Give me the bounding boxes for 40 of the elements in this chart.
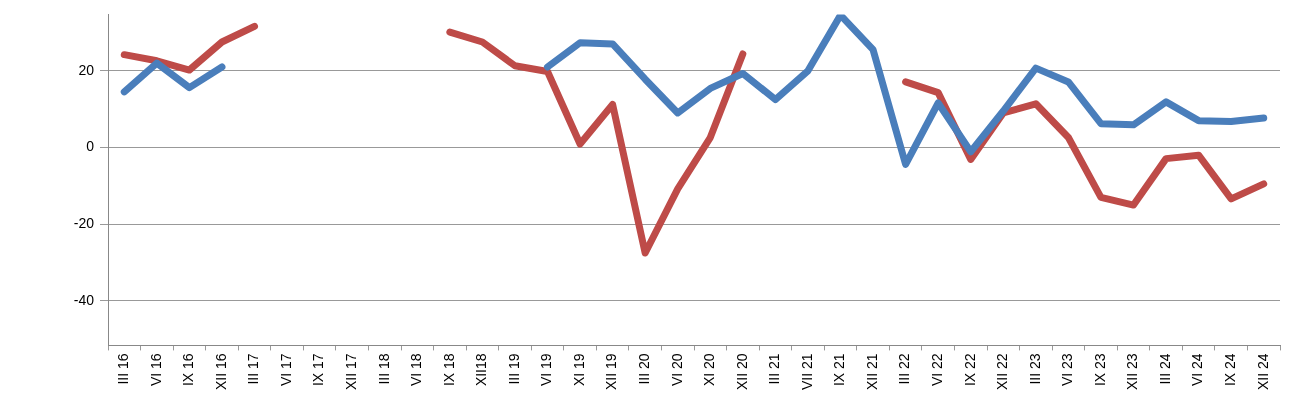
x-tick-label: III 18 xyxy=(375,353,392,385)
x-tick-label: III 17 xyxy=(245,353,262,385)
x-tick-label: III 20 xyxy=(636,353,653,385)
x-tick-label: IX 16 xyxy=(180,353,197,387)
x-tick-label: VI 17 xyxy=(277,353,294,387)
y-tick-label: 0 xyxy=(86,138,95,155)
x-tick-label: XII 16 xyxy=(212,353,229,391)
x-tick-label: XII 22 xyxy=(994,353,1011,391)
x-tick-label: III 16 xyxy=(115,353,132,385)
x-tick-label: III 24 xyxy=(1156,353,1173,385)
x-tick-label: VII 21 xyxy=(798,353,815,391)
x-tick-label: III 23 xyxy=(1026,353,1043,385)
x-tick-label: XII 23 xyxy=(1124,353,1141,391)
y-tick-label: -40 xyxy=(73,291,95,308)
x-tick-label: VI 23 xyxy=(1059,353,1076,387)
x-tick-label: IX 18 xyxy=(440,353,457,387)
x-tick-label: III 22 xyxy=(896,353,913,385)
x-tick-label: III 21 xyxy=(766,353,783,385)
x-tick-label: XI 20 xyxy=(701,353,718,387)
x-tick-label: VI 22 xyxy=(929,353,946,387)
x-tick-label: IX 17 xyxy=(310,353,327,387)
x-tick-label: III 19 xyxy=(505,353,522,385)
x-tick-label: IX 24 xyxy=(1222,353,1239,387)
x-tick-label: XII18 xyxy=(473,353,490,387)
x-tick-label: VI 16 xyxy=(147,353,164,387)
x-tick-label: XII 24 xyxy=(1254,353,1271,391)
x-tick-label: VI 20 xyxy=(668,353,685,387)
x-tick-label: XI 19 xyxy=(570,353,587,387)
x-tick-label: XII 20 xyxy=(733,353,750,391)
x-tick-label: VI 19 xyxy=(538,353,555,387)
x-tick-label: XII 21 xyxy=(863,353,880,391)
x-tick-label: VI 24 xyxy=(1189,353,1206,387)
y-tick-label: -20 xyxy=(73,215,95,232)
x-tick-label: IX 23 xyxy=(1091,353,1108,387)
x-tick-label: VI 18 xyxy=(408,353,425,387)
x-tick-label: XII 17 xyxy=(343,353,360,391)
x-tick-label: XII 19 xyxy=(603,353,620,391)
x-tick-label: IX 21 xyxy=(831,353,848,387)
y-tick-label: 20 xyxy=(78,61,95,78)
x-tick-label: IX 22 xyxy=(961,353,978,387)
